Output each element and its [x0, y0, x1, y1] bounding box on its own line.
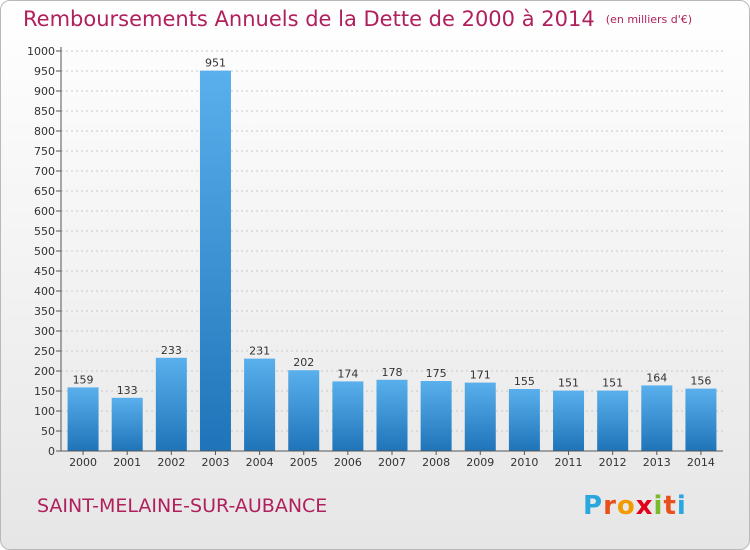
y-tick-label: 200: [34, 365, 55, 378]
bar-value-label: 171: [470, 369, 491, 382]
y-tick-label: 600: [34, 205, 55, 218]
chart-subtitle: (en milliers d'€): [605, 13, 693, 26]
bar-value-label: 178: [382, 366, 403, 379]
proxiti-logo: Proxiti: [583, 491, 687, 521]
y-tick-label: 250: [34, 345, 55, 358]
x-tick-label: 2014: [687, 456, 715, 469]
bar: [464, 382, 496, 451]
bar: [67, 387, 99, 451]
logo-letter: t: [663, 491, 677, 521]
bar: [288, 370, 320, 451]
bar: [332, 381, 364, 451]
x-axis: 2000 2001 2002 2003 2004 2005 2006 2007 2008 2009…: [61, 450, 723, 469]
logo-letter: i: [653, 491, 664, 521]
bar: [155, 357, 187, 451]
bar-value-label: 202: [293, 356, 314, 369]
bar-value-label: 175: [426, 367, 447, 380]
bar: [685, 388, 717, 451]
chart-main-title: Remboursements Annuels de la Dette de 20…: [23, 7, 595, 31]
bar: [420, 381, 452, 451]
x-tick-label: 2011: [555, 456, 583, 469]
logo-letter: i: [676, 491, 687, 521]
bar-value-label: 174: [337, 367, 358, 380]
bar: [641, 385, 673, 451]
y-tick-label: 700: [34, 165, 55, 178]
x-tick-label: 2009: [466, 456, 494, 469]
logo-letter: r: [603, 491, 617, 521]
x-tick-label: 2012: [599, 456, 627, 469]
bar-value-label: 151: [602, 377, 623, 390]
y-tick-label: 650: [34, 185, 55, 198]
x-tick-label: 2007: [378, 456, 406, 469]
y-tick-label: 450: [34, 265, 55, 278]
bar-value-label: 133: [117, 384, 138, 397]
commune-name: SAINT-MELAINE-SUR-AUBANCE: [37, 495, 328, 517]
x-tick-label: 2005: [290, 456, 318, 469]
y-tick-label: 900: [34, 85, 55, 98]
y-tick-label: 550: [34, 225, 55, 238]
bar: [376, 379, 408, 451]
logo-letter: P: [583, 491, 604, 521]
bar: [111, 397, 143, 451]
x-tick-label: 2003: [201, 456, 229, 469]
y-axis: 0 50 100 150 200 250 300 350 400 450 500 550 600 650 7…: [27, 45, 62, 458]
bar-value-label: 156: [690, 375, 711, 388]
x-tick-label: 2008: [422, 456, 450, 469]
y-tick-label: 750: [34, 145, 55, 158]
x-tick-label: 2002: [157, 456, 185, 469]
x-tick-label: 2010: [510, 456, 538, 469]
bar: [553, 390, 585, 451]
x-tick-label: 2004: [246, 456, 274, 469]
x-tick-label: 2000: [69, 456, 97, 469]
y-tick-label: 800: [34, 125, 55, 138]
x-tick-label: 2001: [113, 456, 141, 469]
x-tick-label: 2006: [334, 456, 362, 469]
x-tick-label: 2013: [643, 456, 671, 469]
bar-value-label: 233: [161, 344, 182, 357]
y-tick-label: 0: [48, 445, 55, 458]
bar-value-label: 159: [73, 373, 94, 386]
y-tick-label: 850: [34, 105, 55, 118]
y-tick-label: 300: [34, 325, 55, 338]
y-tick-label: 400: [34, 285, 55, 298]
y-tick-label: 150: [34, 385, 55, 398]
y-tick-label: 1000: [27, 45, 55, 58]
chart-title: Remboursements Annuels de la Dette de 20…: [23, 7, 692, 31]
y-tick-label: 350: [34, 305, 55, 318]
bar-value-label: 164: [646, 371, 667, 384]
bar-value-label: 151: [558, 377, 579, 390]
bar-value-label: 951: [205, 57, 226, 70]
bar-value-label: 155: [514, 375, 535, 388]
logo-letter: x: [635, 491, 654, 521]
y-tick-label: 100: [34, 405, 55, 418]
bar-value-label: 231: [249, 345, 270, 358]
bar: [597, 390, 629, 451]
bar: [199, 70, 231, 451]
y-tick-label: 50: [41, 425, 55, 438]
bar: [244, 358, 276, 451]
bars: 159 133 233 951 231 202 174 178 175 171 155 151 151 1…: [67, 57, 717, 451]
bar: [508, 389, 540, 451]
y-tick-label: 950: [34, 65, 55, 78]
y-tick-label: 500: [34, 245, 55, 258]
logo-letter: o: [616, 491, 636, 521]
